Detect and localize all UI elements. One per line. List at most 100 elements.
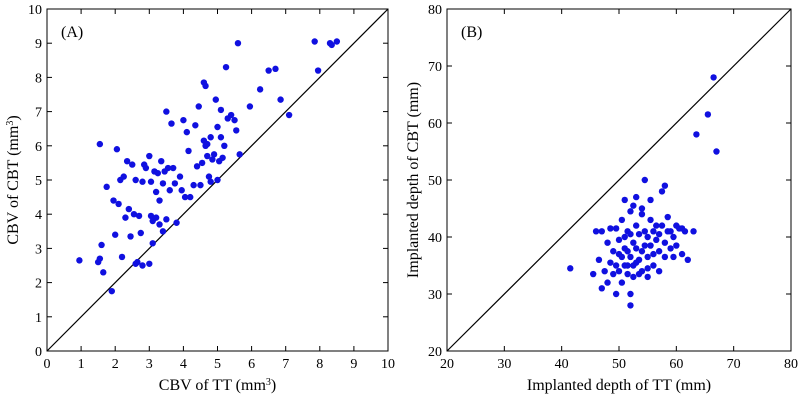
panel-a-data-point <box>108 287 115 295</box>
panel-b-data-point <box>595 256 603 263</box>
panel-a-data-point <box>137 229 144 237</box>
panel-b-data-point <box>638 205 646 212</box>
panel-b-data-point <box>655 230 663 238</box>
panel-a-data-point <box>193 163 201 170</box>
panel-b-reference-line <box>446 8 792 352</box>
panel-b-data-point <box>633 222 640 229</box>
panel-a-data-point <box>256 86 264 93</box>
panel-a-data-point <box>146 260 153 267</box>
panel-b-x-tick-label: 80 <box>784 357 798 372</box>
panel-b-data-point <box>604 239 611 246</box>
panel-a-y-tick-label: 0 <box>35 345 42 360</box>
panel-b-data-point <box>641 242 648 249</box>
panel-a-data-point <box>142 164 150 172</box>
panel-a-data-point <box>233 127 240 134</box>
panel-a-data-point <box>154 169 162 177</box>
panel-b-x-tick-label: 20 <box>440 357 454 372</box>
panel-a-x-tick-label: 4 <box>180 357 187 372</box>
panel-b-data-point <box>653 222 660 229</box>
panel-b-data-point <box>644 273 651 281</box>
panel-b-data-point <box>618 253 626 261</box>
panel-b-data-point <box>693 131 700 138</box>
panel-a-data-point <box>222 63 230 71</box>
panel-a-data-point <box>176 173 184 180</box>
panel-b-data-point <box>590 270 597 278</box>
panel-b-data-point <box>610 270 617 278</box>
panel-b-data-point <box>633 193 640 201</box>
panel-a-data-point <box>147 178 155 185</box>
panel-a-data-point <box>163 108 170 115</box>
panel-b-data-point <box>650 250 657 258</box>
panel-a-data-point <box>198 159 206 167</box>
panel-b-data-point <box>612 290 620 298</box>
panel-a-data-point <box>187 193 194 201</box>
panel-b-data-point <box>641 176 648 184</box>
panel-a-y-tick-label: 8 <box>35 71 42 86</box>
panel-a-data-point <box>127 233 134 240</box>
panel-b-data-point <box>690 228 697 235</box>
panel-b-data-point <box>658 188 666 195</box>
panel-a-data-point <box>178 187 185 194</box>
panel-a-data-point <box>212 96 219 103</box>
panel-a-x-tick-label: 8 <box>316 357 323 372</box>
panel-b-x-tick-label: 50 <box>612 357 626 372</box>
panel-b-data-point <box>627 208 634 215</box>
panel-a-data-point <box>207 178 214 185</box>
panel-b-x-tick-label: 70 <box>727 357 741 372</box>
panel-b-x-tick-label: 40 <box>555 357 569 372</box>
panel-b-y-tick-label: 70 <box>428 60 442 75</box>
panel-a-data-point <box>236 151 243 158</box>
panel-a-data-point <box>163 216 170 223</box>
panel-a-data-point <box>204 152 211 160</box>
panel-a-data-point <box>197 181 204 189</box>
panel-a-label: (A) <box>61 24 83 41</box>
panel-a-data-point <box>277 96 284 103</box>
panel-a-x-tick-label: 0 <box>44 357 51 372</box>
panel-a-y-tick-label: 6 <box>35 140 42 155</box>
panel-b-data-point <box>673 242 680 249</box>
panel-a-data-point <box>122 214 129 221</box>
panel-b-data-point <box>627 290 634 298</box>
panel-b-data-point <box>627 253 634 261</box>
panel-b: 20 30 40 50 60 70 80 20 30 40 50 60 70 80 (B) Implanted… <box>405 3 798 394</box>
panel-b-data-point <box>630 239 637 246</box>
panel-a-data-point <box>135 212 143 220</box>
panel-b-data-point <box>630 202 637 209</box>
panel-b-data-point <box>635 230 643 238</box>
panel-a-data-point <box>115 200 122 208</box>
panel-b-data-point <box>615 236 623 244</box>
panel-b-data-point <box>661 182 669 189</box>
panel-a-data-point <box>96 255 104 262</box>
panel-a-data-point <box>123 157 131 165</box>
panel-b-y-tick-label: 80 <box>428 3 442 18</box>
panel-b-data-point <box>644 233 651 241</box>
panel-b-data-point <box>644 265 651 272</box>
panel-b-data-point <box>627 302 634 309</box>
panel-a-y-tick-label: 7 <box>35 106 42 121</box>
panel-a-data-point <box>171 180 179 187</box>
panel-a-y-tick-label: 4 <box>35 208 42 223</box>
panel-a-data-point <box>125 205 133 213</box>
panel-a-data-point <box>139 262 146 269</box>
panel-a-data-point <box>132 176 139 184</box>
panel-a-data-point <box>265 67 272 74</box>
panel-b-data-point <box>638 268 646 275</box>
panel-b-data-point <box>641 228 648 235</box>
panel-a-data-point <box>156 197 163 204</box>
panel-a-data-point <box>209 156 216 163</box>
panel-b-data-point <box>647 216 654 224</box>
panel-a-data-point <box>205 173 213 180</box>
panel-b-data-point <box>598 285 605 292</box>
panel-a-x-tick-label: 3 <box>146 357 153 372</box>
panel-a-data-point <box>183 128 191 136</box>
panel-b-data-point <box>653 236 660 244</box>
panel-b-data-point <box>612 262 620 269</box>
panel-a-y-tick-label: 3 <box>35 242 42 257</box>
panel-a-data-point <box>152 214 160 221</box>
panel-a-data-point <box>272 65 279 73</box>
panel-b-data-point <box>567 265 574 272</box>
panel-b-y-tick-label: 20 <box>428 345 442 360</box>
panel-a-data-point <box>217 134 225 141</box>
panel-a-data-point <box>311 38 318 45</box>
panel-b-y-tick-label: 40 <box>428 231 442 246</box>
